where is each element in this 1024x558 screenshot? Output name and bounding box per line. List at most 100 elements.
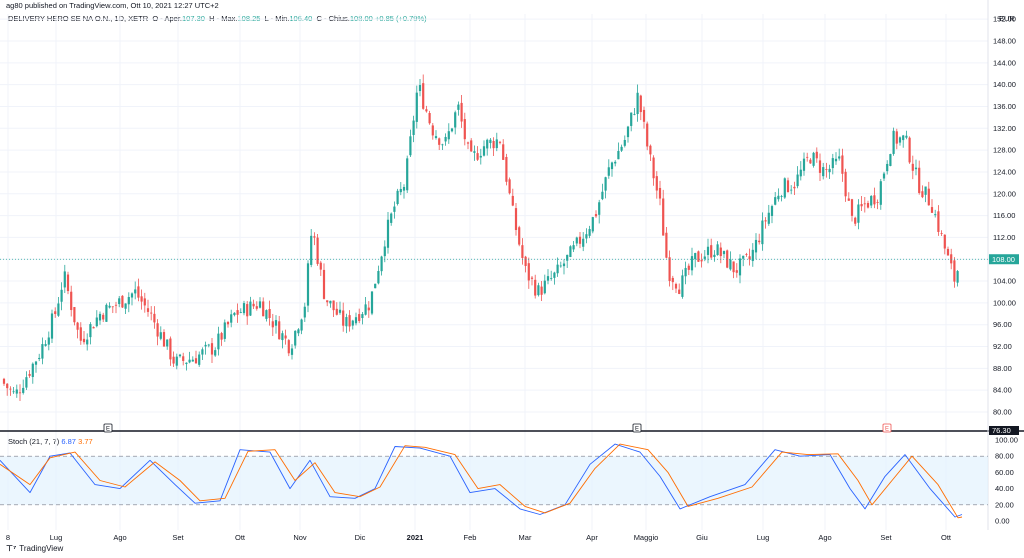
stoch-tick-label: 100.00 — [995, 436, 1018, 445]
candle-body — [457, 104, 460, 110]
candle-body — [386, 219, 390, 248]
candle-body — [812, 152, 815, 166]
candle-body — [6, 383, 9, 389]
candle-body — [92, 327, 95, 329]
candle-body — [681, 275, 684, 297]
candle-body — [335, 308, 338, 315]
candle-body — [758, 240, 761, 243]
time-tick-label: Dic — [355, 533, 366, 542]
candle-body — [591, 217, 594, 232]
candle-body — [863, 203, 866, 205]
candle-body — [294, 330, 297, 346]
earnings-marker — [882, 423, 892, 433]
candle-body — [594, 214, 598, 217]
candle-body — [460, 102, 463, 122]
candle-body — [690, 256, 694, 271]
candle-body — [639, 95, 642, 113]
candle-body — [841, 155, 844, 174]
candle-body — [623, 139, 626, 146]
price-tick-label: 124.00 — [993, 167, 1016, 176]
stoch-legend: Stoch (21, 7, 7) 6.87 3.77 — [8, 437, 93, 446]
candle-body — [486, 139, 489, 149]
candle-body — [892, 130, 895, 154]
high-label: H — [209, 14, 215, 23]
candle-body — [764, 220, 767, 222]
candle-body — [895, 131, 898, 144]
candle-body — [370, 291, 374, 314]
candle-body — [159, 332, 162, 339]
candle-body — [268, 308, 271, 319]
candle-body — [447, 131, 450, 140]
candle-body — [114, 304, 118, 306]
high-value: 108.25 — [237, 14, 261, 23]
candle-body — [793, 186, 796, 189]
price-tick-label: 100.00 — [993, 298, 1016, 307]
candle-body — [578, 236, 582, 244]
candle-body — [31, 363, 34, 378]
change-value: +0.85 (+0.79%) — [374, 14, 427, 23]
symbol-name: DELIVERY HERO SE NA O.N., 1D, XETR — [8, 14, 149, 23]
candle-body — [18, 392, 22, 394]
candle-body — [374, 283, 377, 289]
candle-body — [367, 307, 370, 311]
price-tick-label: 132.00 — [993, 124, 1016, 133]
candle-body — [742, 255, 745, 259]
candle-body — [754, 239, 758, 253]
candle-body — [870, 196, 873, 206]
candle-body — [489, 139, 492, 144]
candle-body — [783, 178, 786, 198]
candle-body — [79, 327, 82, 341]
candle-body — [98, 313, 102, 321]
close-text: Chius. — [328, 14, 350, 23]
candle-body — [399, 188, 402, 193]
candle-body — [687, 265, 690, 270]
candle-body — [873, 195, 876, 205]
candle-body — [470, 140, 473, 152]
candle-body — [287, 340, 290, 354]
price-tick-label: 92.00 — [993, 342, 1012, 351]
candle-body — [226, 321, 230, 325]
high-text: Max. — [221, 14, 238, 23]
candle-body — [860, 204, 863, 207]
stoch-tick-label: 80.00 — [995, 452, 1014, 461]
candle-body — [188, 359, 191, 363]
stoch-name: Stoch (21, 7, 7) — [8, 437, 60, 446]
price-tick-label: 144.00 — [993, 58, 1016, 67]
candle-body — [249, 301, 252, 316]
candle-body — [530, 277, 534, 279]
open-text: Aper. — [164, 14, 182, 23]
candle-body — [850, 199, 854, 216]
candle-body — [473, 151, 476, 153]
candle-body — [882, 173, 886, 179]
candle-body — [380, 256, 383, 272]
candle-body — [630, 112, 633, 126]
candle-body — [121, 295, 124, 308]
candle-body — [546, 276, 550, 281]
candle-body — [76, 322, 79, 330]
candle-body — [482, 146, 486, 156]
candle-body — [169, 338, 172, 360]
low-marker-tag — [989, 426, 1019, 435]
candle-body — [303, 306, 306, 318]
candle-body — [127, 297, 130, 305]
candle-body — [217, 333, 220, 350]
candle-body — [924, 186, 927, 195]
candle-body — [73, 307, 76, 323]
candle-body — [614, 161, 617, 164]
candle-body — [626, 126, 630, 138]
candle-body — [271, 321, 274, 328]
candle-body — [313, 236, 316, 238]
candle-body — [425, 109, 428, 112]
price-tick-label: 80.00 — [993, 408, 1012, 417]
time-tick-label: Ago — [113, 533, 126, 542]
earnings-marker — [103, 423, 113, 433]
candle-body — [284, 335, 287, 339]
candle-body — [146, 308, 150, 312]
candle-body — [246, 304, 249, 317]
candle-body — [646, 123, 649, 147]
candle-body — [194, 358, 198, 364]
candle-body — [466, 142, 470, 144]
candle-body — [729, 259, 732, 270]
time-tick-label: Maggio — [634, 533, 659, 542]
candle-body — [953, 260, 956, 282]
